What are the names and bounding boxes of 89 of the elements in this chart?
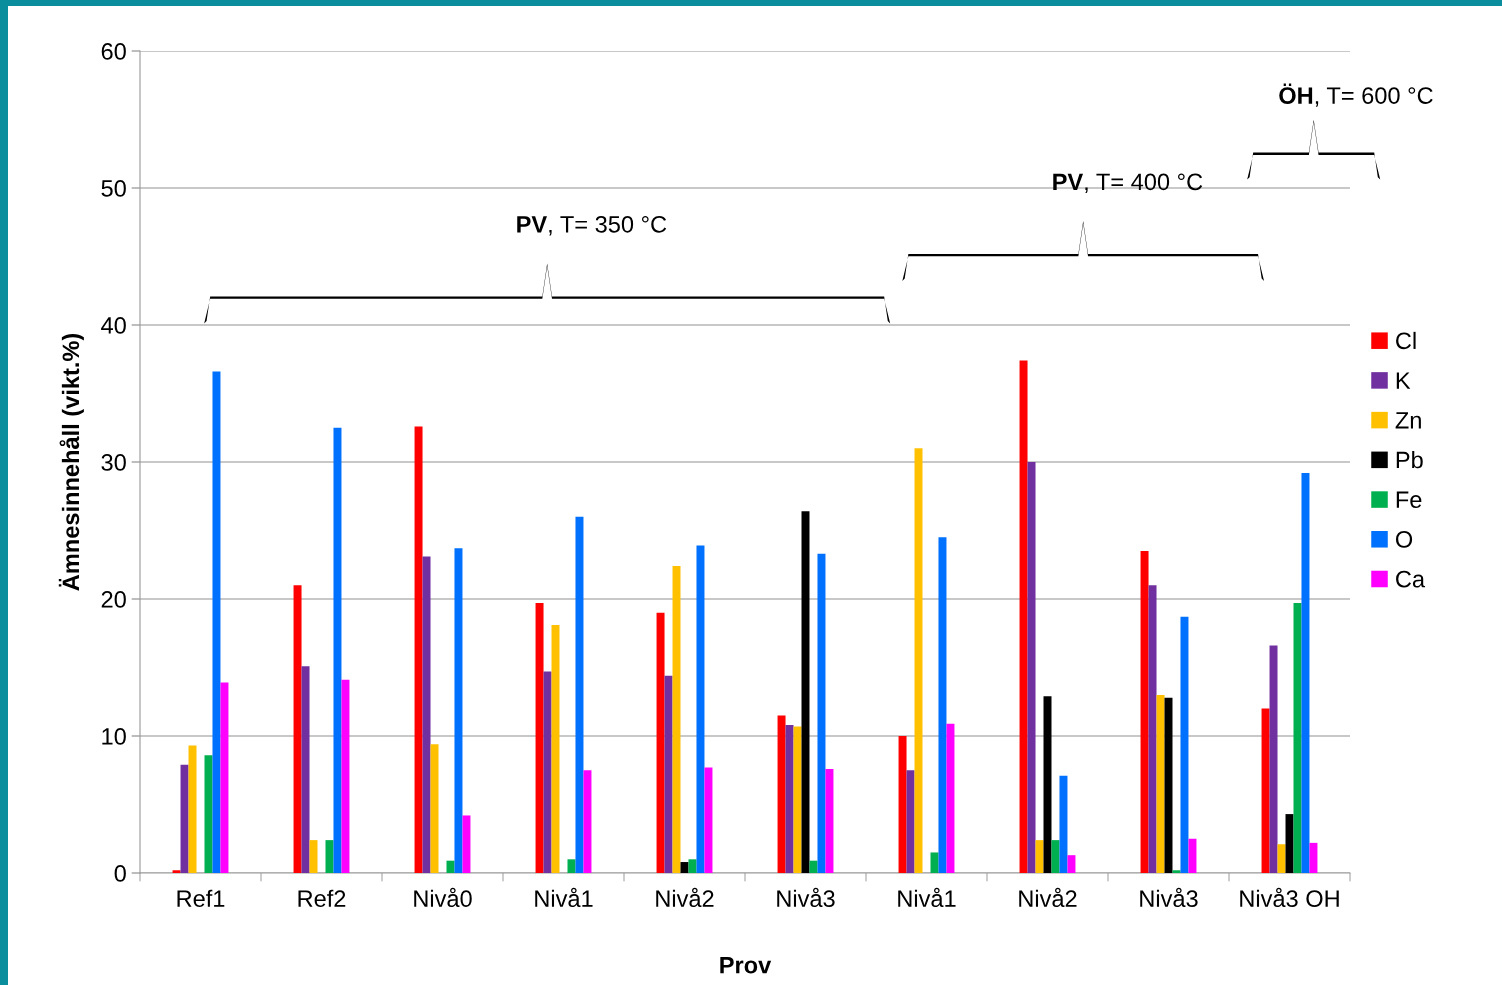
bar [1180, 616, 1189, 873]
bar [1067, 855, 1076, 873]
y-tick-label: 50 [101, 180, 126, 197]
bar [325, 840, 334, 873]
y-tick-label: 30 [101, 454, 126, 471]
bar [1309, 842, 1318, 873]
bar [1051, 840, 1060, 873]
bar [575, 516, 584, 873]
bar [1148, 585, 1157, 873]
bar [583, 770, 592, 873]
bar [422, 556, 431, 873]
x-tick-label: Nivå0 [414, 887, 472, 908]
bar [1188, 838, 1197, 873]
bar [454, 548, 463, 873]
bar [938, 537, 947, 873]
bar [567, 859, 576, 873]
bar [1035, 840, 1044, 873]
bar [946, 723, 955, 873]
bar [898, 736, 907, 873]
bar [704, 767, 713, 873]
x-tick-label: Nivå1 [535, 887, 593, 908]
bar [430, 744, 439, 873]
legend-label: Pb [1396, 450, 1423, 469]
bar [688, 859, 697, 873]
bar [301, 666, 310, 873]
bar [172, 870, 181, 873]
bar [793, 726, 802, 873]
x-tick-label: Nivå2 [1019, 887, 1077, 908]
x-axis-title: Prov [720, 956, 772, 974]
bar [188, 745, 197, 873]
bar [293, 585, 302, 873]
bar [446, 860, 455, 873]
x-tick-label: Nivå2 [656, 887, 714, 908]
bar [785, 725, 794, 873]
y-tick-label: 40 [101, 317, 126, 334]
legend-label: Zn [1395, 412, 1421, 429]
bar [462, 815, 471, 873]
bar [1059, 775, 1068, 873]
bar [906, 770, 915, 873]
bar [825, 768, 834, 873]
bar [333, 427, 342, 873]
y-tick-label: 60 [101, 43, 126, 60]
bar [1277, 844, 1286, 873]
bar [309, 840, 318, 873]
bar [212, 371, 221, 873]
x-tick-label: Nivå3 [777, 887, 835, 908]
annotation: PV, T= 400 °C [1053, 173, 1203, 194]
bar [817, 553, 826, 873]
bar [777, 715, 786, 873]
bar [543, 671, 552, 873]
bar [414, 426, 423, 873]
x-tick-label: Nivå1 [898, 887, 956, 908]
bar [1261, 708, 1270, 873]
x-tick-label: Ref1 [177, 889, 225, 908]
annotation: PV, T= 350 °C [517, 215, 667, 236]
y-tick-label: 20 [101, 591, 126, 608]
bar [341, 679, 350, 873]
bar [1301, 472, 1310, 873]
bar [914, 448, 923, 873]
x-tick-label: Nivå3 OH [1240, 887, 1339, 908]
legend-label: K [1396, 372, 1411, 389]
bar [672, 566, 681, 873]
legend-label: Fe [1396, 491, 1422, 509]
legend-label: Cl [1396, 331, 1416, 350]
bar [1156, 694, 1165, 873]
legend-label: Ca [1396, 570, 1426, 588]
bar [664, 675, 673, 873]
bar [204, 755, 213, 873]
bar [1019, 360, 1028, 873]
bar [656, 612, 665, 873]
bar [551, 625, 560, 873]
x-tick-label: Ref2 [298, 889, 346, 908]
y-tick-label: 10 [102, 728, 126, 745]
bar [535, 603, 544, 873]
bar [809, 860, 818, 873]
bar [1293, 603, 1302, 873]
bar [696, 545, 705, 873]
bar [1172, 870, 1181, 873]
bar [220, 682, 229, 873]
bar [1027, 462, 1036, 873]
bar [1140, 551, 1149, 873]
bar [1269, 645, 1278, 873]
bar [180, 764, 189, 873]
annotation: ÖH, T= 600 °C [1279, 83, 1433, 107]
y-axis-title: Ämnesinnehåll (vikt.%) [58, 333, 84, 591]
bar [930, 852, 939, 873]
legend-label: O [1395, 531, 1413, 548]
x-tick-label: Nivå3 [1140, 887, 1198, 908]
y-tick-label: 0 [114, 865, 126, 882]
